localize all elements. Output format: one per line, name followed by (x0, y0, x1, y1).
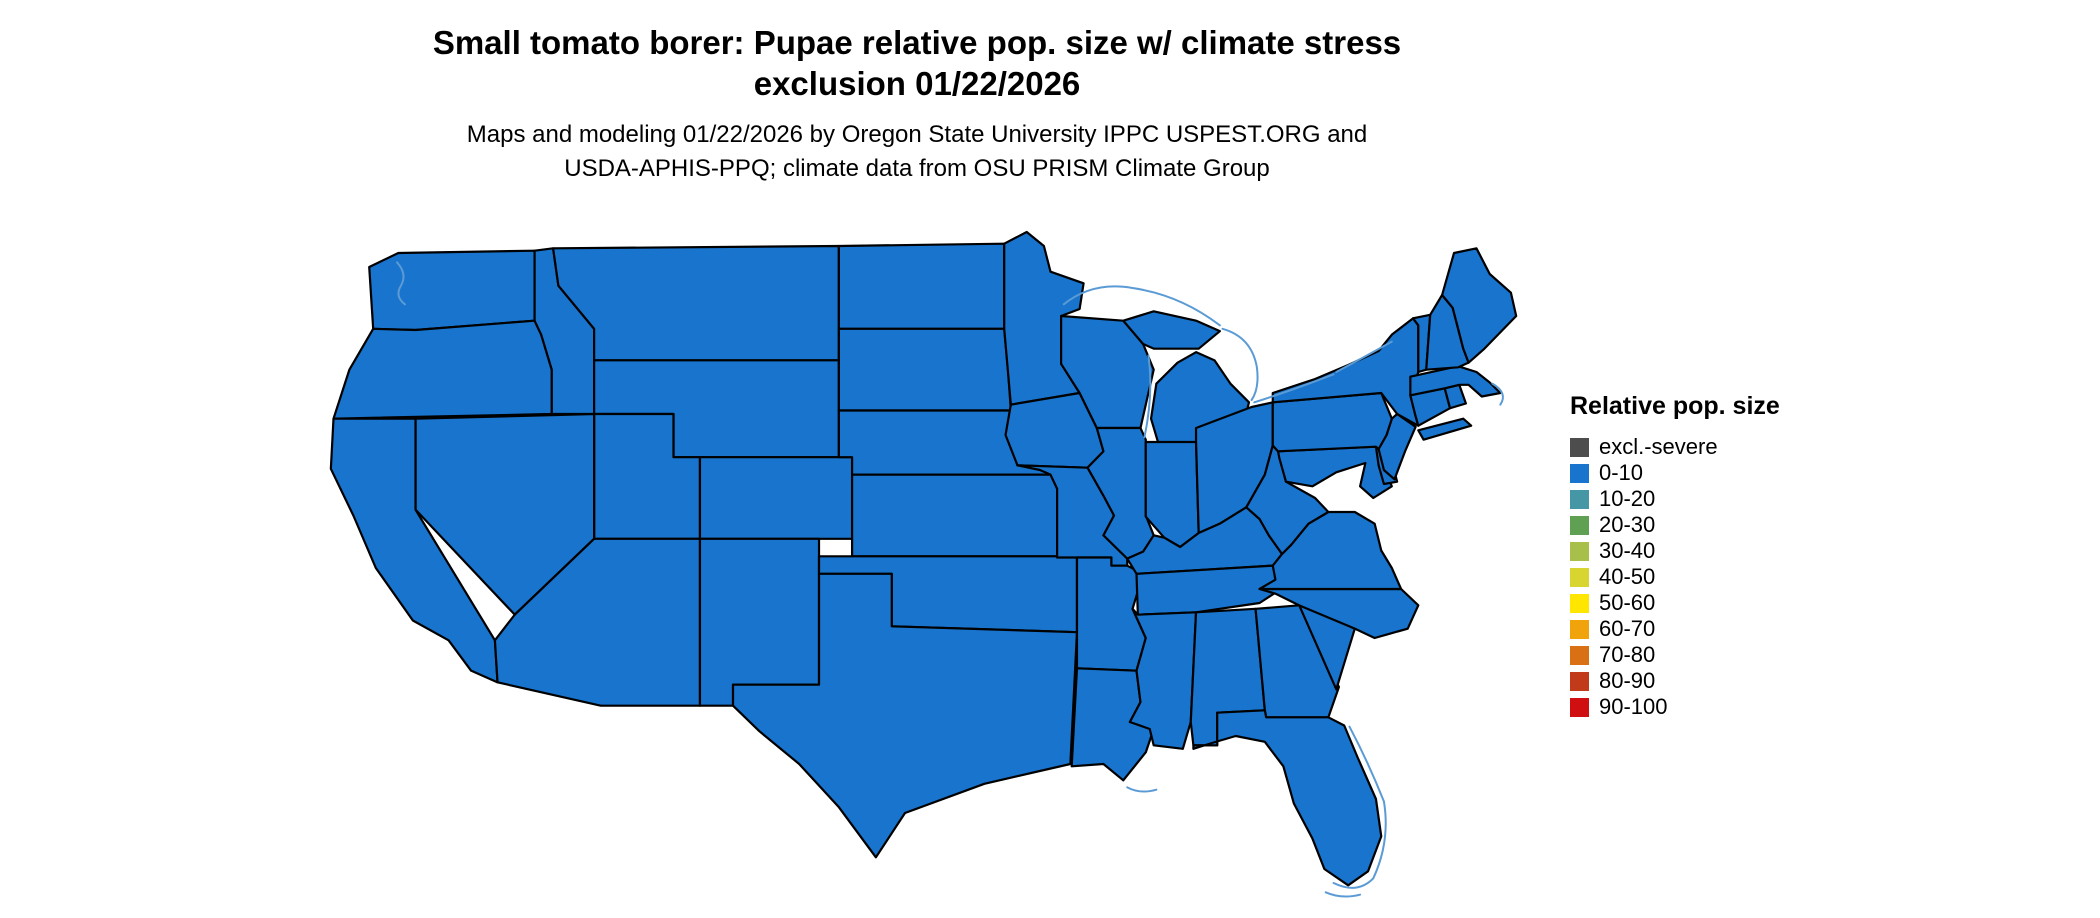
legend-entry-label: 0-10 (1599, 460, 1644, 485)
state-california (331, 419, 498, 683)
legend-entry-label: 50-60 (1599, 590, 1656, 615)
state-new-mexico (700, 539, 819, 706)
cape-cod-shoreline (1492, 384, 1503, 405)
state-washington (369, 251, 534, 330)
legend-swatch (1570, 619, 1589, 639)
legend-entry-label: 40-50 (1599, 564, 1656, 589)
state-michigan-upper-peninsula (1123, 311, 1220, 348)
subtitle-line-2: USDA-APHIS-PPQ; climate data from OSU PR… (564, 155, 1270, 182)
legend-entry: 90-100 (1570, 694, 1850, 720)
legend-swatch (1570, 489, 1589, 509)
state-montana (553, 246, 839, 360)
legend-entry: 0-10 (1570, 460, 1850, 486)
legend-entry: 20-30 (1570, 512, 1850, 538)
legend-swatch (1570, 567, 1589, 587)
legend-entry: excl.-severe (1570, 434, 1850, 460)
states-layer (331, 232, 1516, 885)
legend-entry-label: 10-20 (1599, 486, 1656, 511)
title-line-1: Small tomato borer: Pupae relative pop. … (432, 24, 1402, 61)
state-colorado (700, 457, 852, 539)
subtitle-line-1: Maps and modeling 01/22/2026 by Oregon S… (466, 121, 1368, 148)
legend-entry: 60-70 (1570, 616, 1850, 642)
state-pennsylvania (1273, 393, 1392, 451)
state-new-york-long-island (1418, 419, 1471, 440)
legend-entry: 80-90 (1570, 668, 1850, 694)
legend-entry: 30-40 (1570, 538, 1850, 564)
legend-entry: 70-80 (1570, 642, 1850, 668)
legend-entries: excl.-severe 0-10 10-20 20-30 30-40 40-50 50-6… (1570, 434, 1850, 720)
lake-michigan-shoreline (1144, 356, 1150, 438)
legend-swatch (1570, 437, 1589, 457)
state-florida (1193, 710, 1381, 885)
lake-erie-shoreline (1254, 374, 1333, 402)
legend-entry-label: 60-70 (1599, 616, 1656, 641)
state-north-carolina (1260, 589, 1419, 638)
legend-entry-label: 30-40 (1599, 538, 1656, 563)
legend-swatch (1570, 697, 1589, 717)
mississippi-delta-shoreline (1127, 787, 1156, 791)
state-maine (1442, 248, 1516, 362)
puget-sound-shoreline (397, 262, 405, 304)
legend-title: Relative pop. size (1570, 392, 1780, 420)
page-title: Small tomato borer: Pupae relative pop. … (0, 22, 1834, 104)
legend-entry: 10-20 (1570, 486, 1850, 512)
legend-entry-label: 70-80 (1599, 642, 1656, 667)
page-subtitle: Maps and modeling 01/22/2026 by Oregon S… (0, 118, 1834, 186)
legend: Relative pop. size excl.-severe 0-10 10-20… (1570, 392, 1850, 720)
florida-atlantic-shoreline (1334, 727, 1386, 888)
legend-swatch (1570, 515, 1589, 535)
legend-entry-label: excl.-severe (1599, 434, 1718, 459)
lake-superior-shoreline (1064, 286, 1220, 325)
florida-keys-shoreline (1326, 892, 1360, 896)
water-layer (397, 262, 1503, 896)
legend-swatch (1570, 463, 1589, 483)
us-choropleth-map (270, 218, 1540, 918)
state-massachusetts (1410, 366, 1500, 396)
legend-swatch (1570, 671, 1589, 691)
state-vermont (1413, 315, 1430, 372)
lake-ontario-shoreline (1336, 342, 1392, 372)
state-minnesota (1004, 232, 1083, 405)
title-line-2: exclusion 01/22/2026 (753, 65, 1081, 102)
legend-swatch (1570, 645, 1589, 665)
legend-entry: 50-60 (1570, 590, 1850, 616)
legend-entry: 40-50 (1570, 564, 1850, 590)
legend-entry-label: 20-30 (1599, 512, 1656, 537)
legend-entry-label: 90-100 (1599, 694, 1668, 719)
state-indiana (1146, 442, 1199, 547)
state-texas (733, 574, 1077, 857)
state-north-dakota (839, 244, 1004, 329)
lake-huron-shoreline (1223, 329, 1258, 400)
legend-swatch (1570, 593, 1589, 613)
state-oregon (334, 321, 552, 419)
legend-swatch (1570, 541, 1589, 561)
state-kansas (852, 475, 1057, 557)
state-south-dakota (839, 329, 1011, 411)
legend-entry-label: 80-90 (1599, 668, 1656, 693)
